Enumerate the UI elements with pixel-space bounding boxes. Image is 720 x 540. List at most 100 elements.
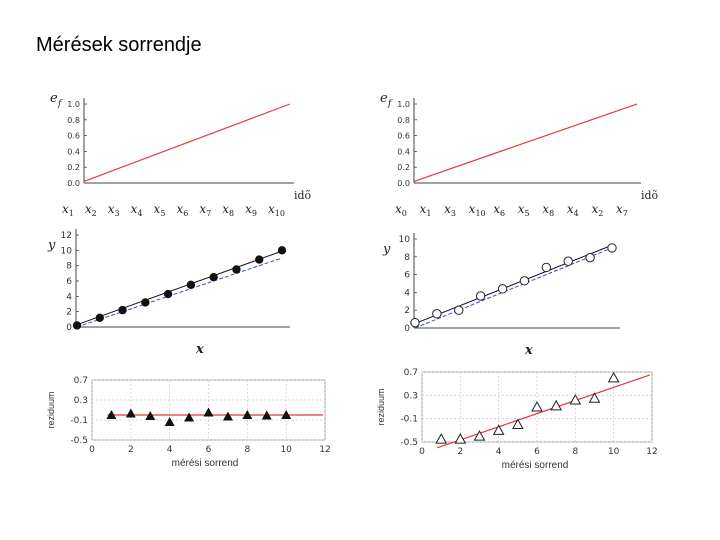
order-label: x7: [616, 202, 628, 218]
y-axis-label-sub: f: [57, 99, 63, 109]
data-point: [607, 371, 620, 383]
x-tick-label: 2: [457, 447, 463, 457]
y-tick-label: 2: [66, 308, 72, 318]
y-tick-label: 0.0: [67, 179, 80, 188]
x-tick-label: 10: [280, 445, 292, 455]
x-tick-label: 2: [128, 445, 134, 455]
y-tick-label: 0.6: [397, 132, 410, 141]
x-tick-label: 8: [572, 447, 578, 457]
order-label: x6: [493, 202, 505, 218]
series-line: [413, 103, 638, 182]
data-point: [106, 410, 117, 419]
data-point: [163, 289, 173, 299]
data-point: [281, 410, 292, 419]
data-point: [435, 433, 448, 444]
y-tick-label: 0.3: [74, 396, 88, 406]
data-point: [255, 255, 264, 264]
order-label: x6: [176, 202, 188, 218]
y-tick-label: 10: [61, 246, 73, 256]
y-tick-label: 0: [66, 323, 72, 333]
y-axis-label: y: [382, 242, 391, 257]
data-point: [118, 305, 127, 315]
y-tick-label: 1.0: [397, 100, 410, 109]
y-tick-label: 0.4: [397, 147, 410, 156]
y-tick-label: 6: [66, 277, 72, 287]
x-tick-label: 12: [319, 445, 330, 455]
y-tick-label: 4: [66, 292, 72, 302]
y-axis-label: reziduum: [46, 391, 56, 428]
data-point: [569, 393, 582, 405]
data-point: [541, 262, 552, 273]
y-axis-label: y: [47, 238, 56, 253]
data-point: [232, 265, 241, 274]
y-tick-label: 0.2: [67, 163, 80, 172]
x-tick-label: 10: [608, 447, 620, 457]
data-point: [186, 280, 196, 290]
y-tick-label: 0.6: [67, 132, 80, 141]
y-tick-label: 0.0: [397, 179, 410, 188]
data-point: [164, 417, 175, 426]
y-tick-label: 0.8: [397, 116, 410, 125]
data-point: [563, 256, 573, 266]
fit-line: [76, 250, 283, 326]
data-point: [531, 400, 543, 412]
x-tick-label: 0: [419, 447, 425, 457]
x-tick-label: 4: [496, 447, 502, 457]
data-point: [242, 410, 253, 419]
y-tick-label: 10: [399, 235, 411, 245]
x-axis-label: x: [524, 343, 533, 358]
data-point: [261, 410, 272, 420]
y-tick-label: 8: [66, 262, 72, 272]
y-tick-label: -0.5: [70, 436, 88, 446]
data-point: [203, 407, 214, 417]
fit-line: [414, 244, 613, 325]
x-axis-label: idõ: [641, 189, 659, 202]
x-axis-label: mérési sorrend: [502, 460, 569, 471]
page-title: Mérések sorrendje: [36, 34, 202, 56]
data-point: [222, 411, 233, 421]
y-tick-label: 8: [404, 253, 410, 263]
order-label: x8: [542, 202, 554, 218]
order-label: x5: [154, 202, 166, 218]
true-line: [414, 247, 613, 329]
y-tick-label: 0.8: [67, 116, 80, 125]
y-axis-label: reziduum: [376, 388, 386, 425]
order-label: x7: [199, 202, 211, 218]
y-tick-label: 0.7: [404, 368, 418, 378]
y-axis-label: e: [380, 91, 388, 106]
x-tick-label: 12: [646, 447, 657, 457]
data-point: [141, 298, 150, 307]
order-label: x10: [268, 202, 285, 218]
order-label: x2: [591, 202, 603, 218]
data-point: [473, 430, 486, 441]
order-label: x0: [395, 202, 407, 218]
y-tick-label: 12: [61, 231, 72, 241]
data-point: [497, 284, 508, 294]
y-axis-label-sub: f: [387, 99, 393, 109]
order-label: x1: [62, 202, 74, 218]
x-axis-label: idõ: [294, 189, 312, 202]
y-tick-label: 0.4: [67, 147, 80, 156]
data-point: [454, 305, 464, 315]
order-label: x4: [567, 202, 579, 218]
data-point: [511, 418, 524, 429]
x-tick-label: 4: [167, 445, 173, 455]
y-tick-label: -0.5: [400, 438, 418, 448]
data-point: [145, 411, 156, 420]
residual-line: [436, 374, 651, 449]
y-tick-label: 4: [404, 288, 410, 298]
data-point: [125, 408, 136, 418]
y-tick-label: 6: [404, 271, 410, 281]
order-label: x2: [85, 202, 97, 218]
order-label: x4: [131, 202, 143, 218]
order-label: x3: [108, 202, 120, 218]
order-label: x10: [469, 202, 486, 218]
y-tick-label: 0.7: [74, 376, 88, 386]
y-tick-label: 0: [404, 324, 410, 334]
order-label: x5: [518, 202, 530, 218]
data-point: [607, 243, 617, 253]
data-point: [72, 321, 82, 330]
x-tick-label: 0: [89, 445, 95, 455]
x-tick-label: 8: [244, 445, 250, 455]
x-axis-label: mérési sorrend: [172, 458, 239, 469]
